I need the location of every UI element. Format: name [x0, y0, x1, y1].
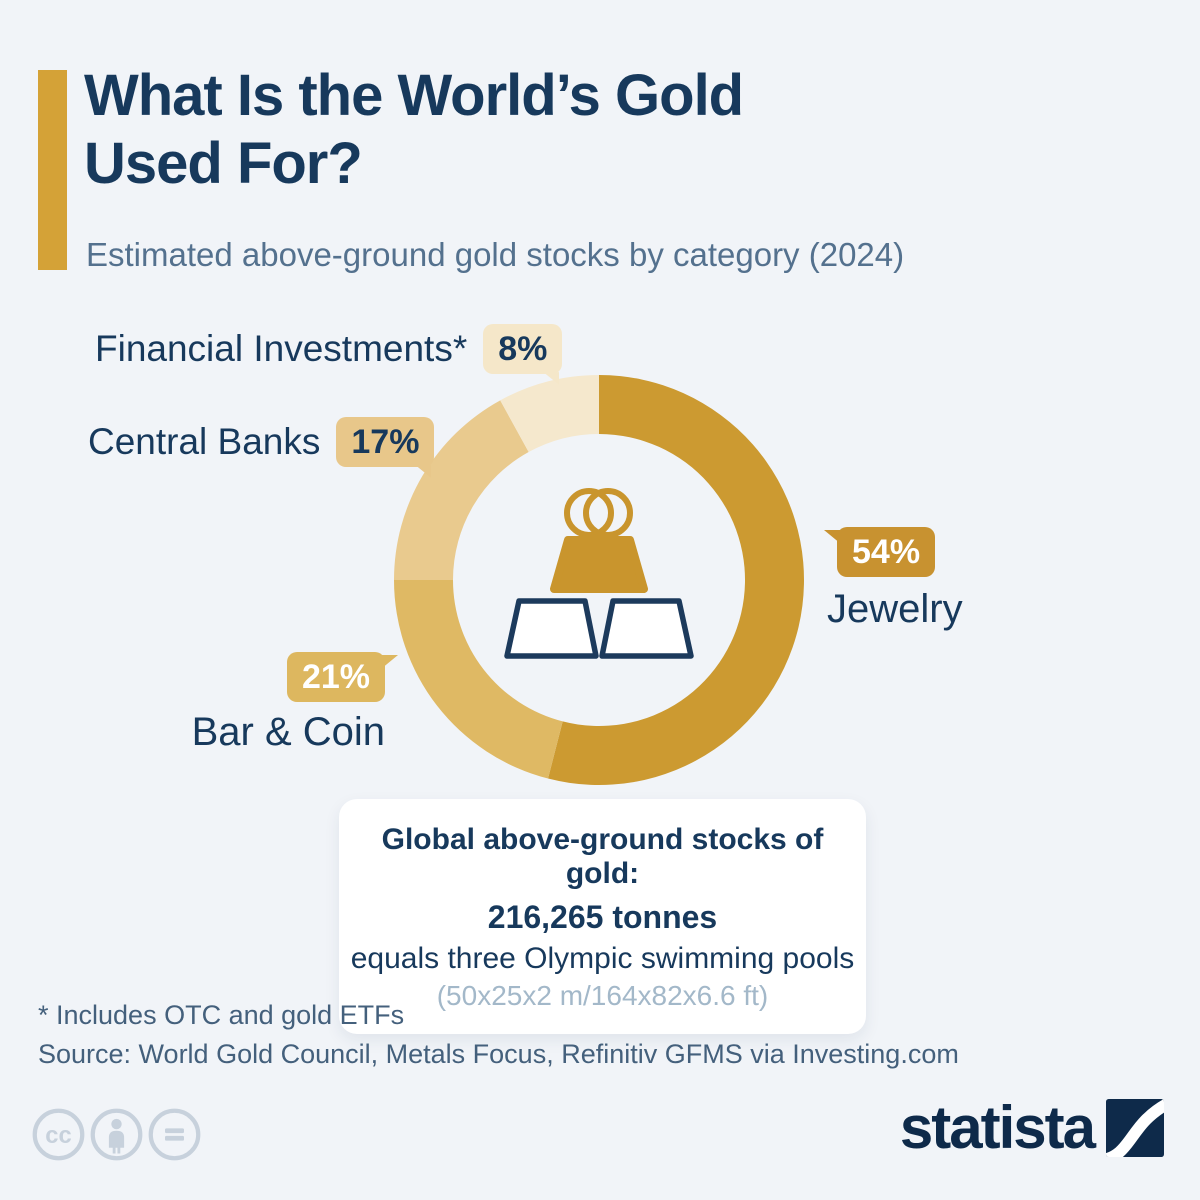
category-label-bar-and-coin: Bar & Coin: [191, 710, 385, 755]
percent-badge-bar-and-coin: 21%: [286, 652, 398, 703]
gold-bar-outline-left-icon: [504, 598, 599, 659]
statista-logo[interactable]: statista: [900, 1098, 1164, 1158]
label-group-bar-and-coin: 21% Bar & Coin: [192, 652, 398, 755]
donut-segment-bar-coin: [394, 580, 563, 779]
donut-segment-jewelry: [548, 375, 804, 785]
donut-segment-financial-investments: [500, 375, 599, 453]
donut-chart: [394, 375, 804, 785]
category-label-central-banks: Central Banks: [88, 421, 321, 463]
percent-badge-jewelry: 54%: [824, 527, 936, 578]
statista-wordmark: statista: [899, 1094, 1096, 1161]
label-group-financial-investments: Financial Investments* 8%: [95, 324, 563, 386]
donut-segments: [394, 375, 804, 785]
page-subtitle: Estimated above-ground gold stocks by ca…: [86, 236, 905, 273]
cc-icon[interactable]: cc: [30, 1106, 87, 1163]
page-title: What Is the World’s Gold Used For?: [84, 62, 744, 199]
percent-badge-financial-investments: 8%: [483, 324, 563, 386]
statista-logo-icon: [1106, 1099, 1164, 1157]
gold-bars-and-rings-icon: [504, 488, 694, 659]
gold-bar-outline-right-icon: [599, 598, 694, 659]
ring-left-icon: [564, 488, 614, 538]
info-box: Global above-ground stocks of gold: 216,…: [339, 799, 866, 1034]
equals-icon[interactable]: [146, 1106, 203, 1163]
info-box-amount: 216,265 tonnes: [487, 899, 718, 935]
info-box-heading: Global above-ground stocks of gold:: [381, 823, 824, 890]
title-accent-bar: [38, 70, 67, 270]
label-group-central-banks: Central Banks 17%: [88, 417, 435, 479]
info-box-comparison: equals three Olympic swimming pools: [350, 942, 855, 975]
source-line: Source: World Gold Council, Metals Focus…: [38, 1039, 959, 1069]
badge-tail: [824, 530, 841, 544]
category-label-financial-investments: Financial Investments*: [95, 328, 468, 370]
attribution-person-icon[interactable]: [88, 1106, 145, 1163]
percent-badge-central-banks: 17%: [336, 417, 435, 479]
ring-right-icon: [583, 488, 633, 538]
svg-text:cc: cc: [45, 1122, 71, 1149]
license-icons: cc: [30, 1106, 203, 1163]
gold-bar-solid-icon: [550, 536, 648, 593]
page-title-line2: Used For?: [84, 131, 363, 197]
donut-segment-central-banks: [394, 400, 529, 580]
page-title-line1: What Is the World’s Gold: [84, 63, 744, 128]
label-group-jewelry: 54% Jewelry: [824, 527, 963, 632]
footnote: * Includes OTC and gold ETFs: [38, 1000, 405, 1030]
category-label-jewelry: Jewelry: [827, 587, 963, 632]
info-box-dimensions: (50x25x2 m/164x82x6.6 ft): [436, 980, 769, 1011]
